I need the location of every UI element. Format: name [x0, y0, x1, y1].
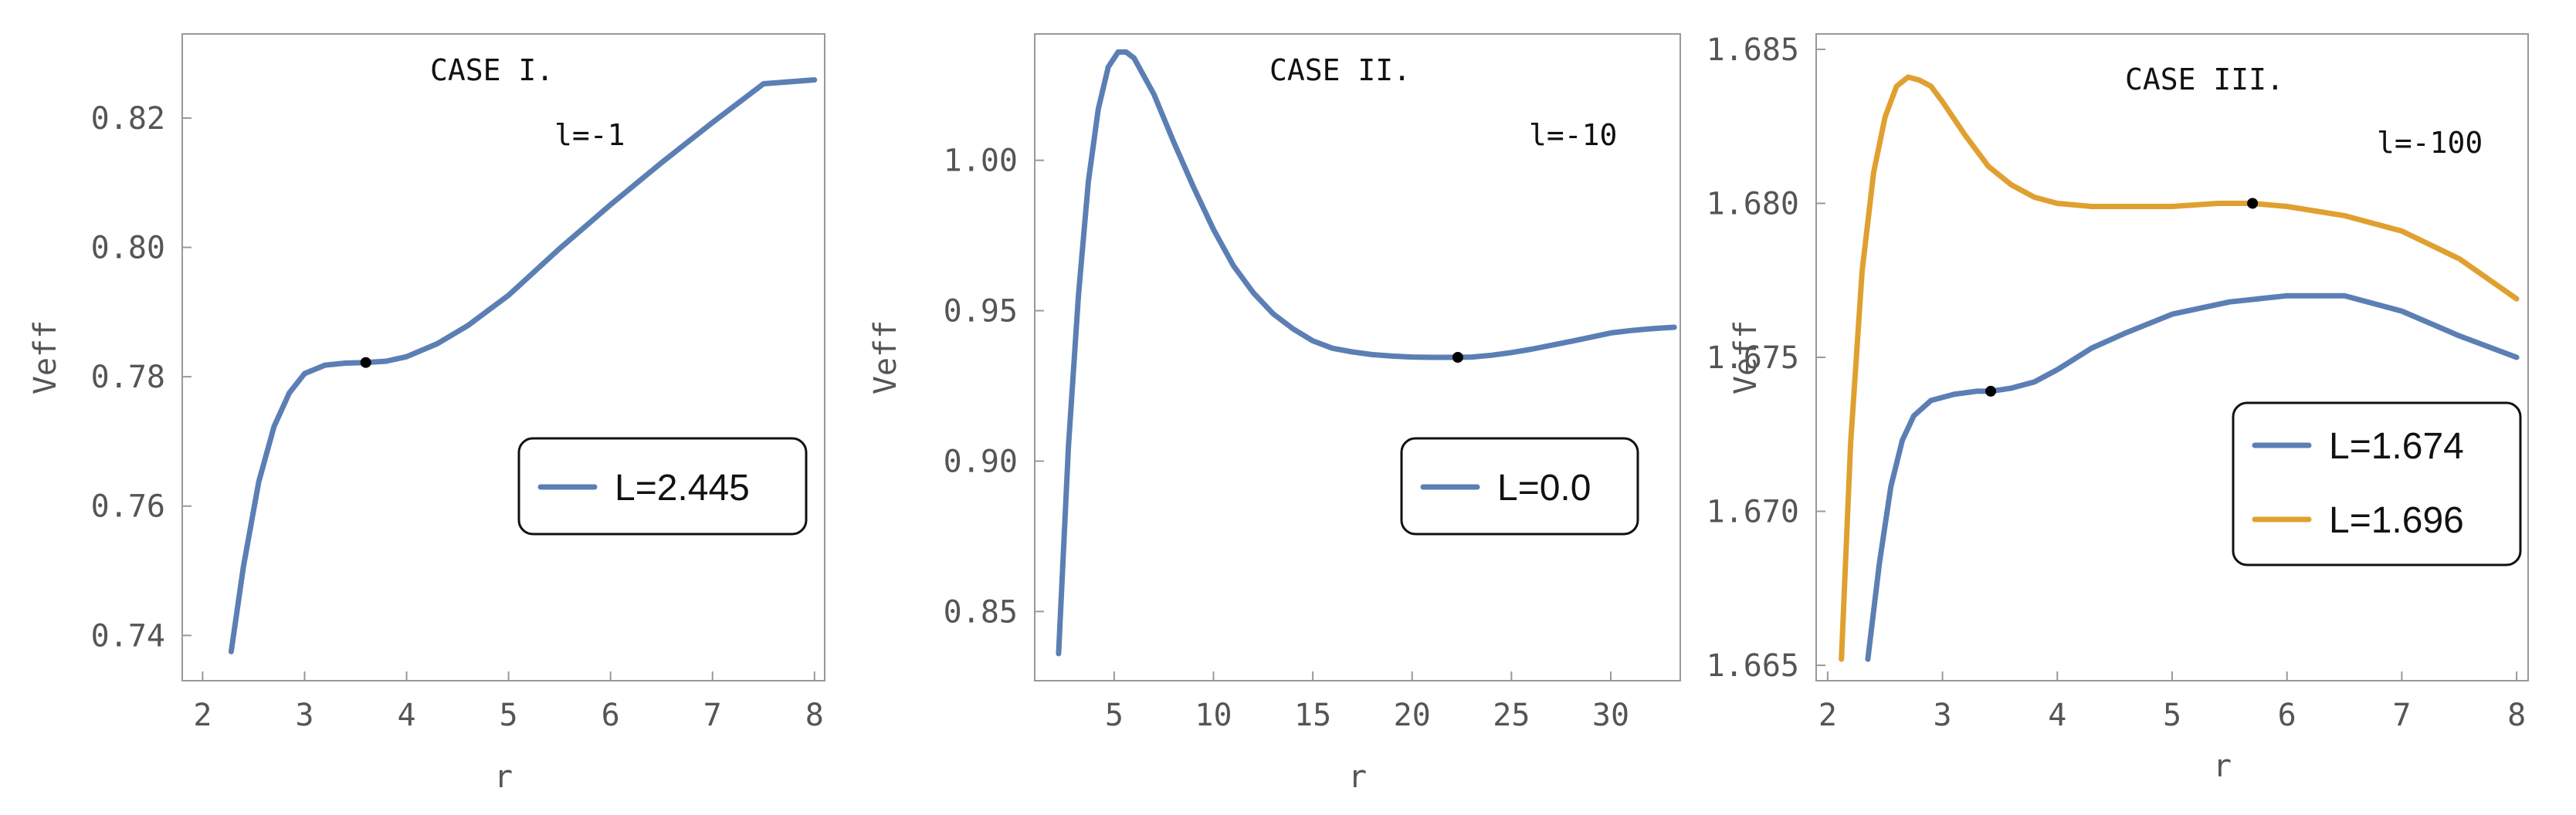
- marked-point: [2247, 198, 2259, 209]
- l-label: l=-1: [554, 118, 625, 152]
- chart-panel-2: 5 10 15 20 25 30 0.85 0.90 0.95 1.00 CASE II. l=-…: [868, 33, 1681, 795]
- series-line-1: [1865, 293, 2520, 662]
- series-layer: [1839, 74, 2520, 662]
- x-tick-label: 10: [1195, 698, 1232, 733]
- y-axis-label: Veff: [28, 320, 63, 394]
- legend-label: L=0.0: [1497, 468, 1591, 509]
- marked-point: [1985, 385, 1997, 397]
- y-tick-label: 1.675: [1707, 340, 1799, 376]
- x-tick-label: 6: [2278, 698, 2296, 733]
- legend-label-2: L=1.696: [2329, 500, 2464, 541]
- y-tick-label: 0.82: [91, 101, 165, 137]
- x-axis-label: r: [1348, 759, 1367, 795]
- y-tick-label: 1.680: [1707, 186, 1799, 222]
- x-axis-label: r: [2213, 749, 2232, 784]
- case-label: CASE I.: [430, 53, 554, 87]
- series-line-2: [1839, 74, 2520, 662]
- y-tick-label: 1.00: [944, 144, 1018, 179]
- series-layer: [1056, 49, 1677, 657]
- marked-point: [360, 357, 371, 368]
- axis-ticks: 2 3 4 5 6 7 8 0.74 0.76 0.78 0.80 0.82: [91, 101, 824, 733]
- l-label: l=-10: [1529, 118, 1617, 152]
- x-tick-label: 7: [703, 698, 722, 733]
- series-line-1: [1056, 49, 1677, 657]
- y-tick-label: 0.90: [944, 444, 1018, 479]
- y-tick-label: 0.78: [91, 360, 165, 395]
- x-tick-label: 5: [500, 698, 518, 733]
- x-tick-label: 2: [193, 698, 212, 733]
- x-tick-label: 4: [2048, 698, 2066, 733]
- points-layer: [360, 357, 371, 368]
- x-axis-label: r: [494, 759, 513, 795]
- legend-box: [517, 437, 808, 536]
- x-tick-label: 5: [2163, 698, 2181, 733]
- series-line-1: [228, 77, 818, 654]
- plot-frame: [1034, 33, 1681, 681]
- x-tick-label: 15: [1294, 698, 1331, 733]
- series-layer: [228, 77, 818, 654]
- plot-frame: [1815, 33, 2529, 681]
- x-tick-label: 30: [1592, 698, 1629, 733]
- y-tick-label: 0.74: [91, 618, 165, 654]
- x-tick-label: 6: [602, 698, 620, 733]
- y-tick-label: 1.685: [1707, 32, 1799, 68]
- x-tick-label: 25: [1493, 698, 1530, 733]
- legend-label: L=2.445: [615, 468, 750, 509]
- case-label: CASE II.: [1269, 53, 1411, 87]
- legend-label-1: L=1.674: [2329, 426, 2464, 467]
- points-layer: [1452, 352, 1463, 363]
- legend: L=2.445: [517, 437, 808, 536]
- y-tick-label: 0.85: [944, 594, 1018, 630]
- points-layer: [1985, 198, 2259, 397]
- marked-point: [1452, 352, 1463, 363]
- y-axis-label: Veff: [1728, 320, 1764, 394]
- axis-ticks: 2 3 4 5 6 7 8 1.665 1.670 1.675 1.680 1.685: [1707, 32, 2527, 733]
- y-axis-label: Veff: [868, 320, 903, 394]
- legend: L=1.674 L=1.696: [2232, 401, 2522, 566]
- y-tick-label: 0.80: [91, 231, 165, 266]
- x-tick-label: 3: [295, 698, 314, 733]
- x-tick-label: 8: [805, 698, 824, 733]
- x-tick-label: 3: [1934, 698, 1952, 733]
- l-label: l=-100: [2377, 126, 2483, 160]
- case-label: CASE III.: [2125, 63, 2284, 96]
- y-tick-label: 0.76: [91, 489, 165, 525]
- chart-panel-1: 2 3 4 5 6 7 8 0.74 0.76 0.78 0.80 0.82 CASE I. l=-1…: [28, 33, 825, 795]
- x-tick-label: 8: [2507, 698, 2526, 733]
- legend-box: [1400, 437, 1639, 536]
- y-tick-label: 0.95: [944, 294, 1018, 330]
- x-tick-label: 2: [1818, 698, 1837, 733]
- y-tick-label: 1.665: [1707, 648, 1799, 684]
- x-tick-label: 5: [1105, 698, 1124, 733]
- x-tick-label: 4: [397, 698, 415, 733]
- y-tick-label: 1.670: [1707, 495, 1799, 530]
- plot-frame: [181, 33, 825, 681]
- axis-ticks: 5 10 15 20 25 30 0.85 0.90 0.95 1.00: [944, 144, 1629, 733]
- chart-panel-3: 2 3 4 5 6 7 8 1.665 1.670 1.675 1.680 1.685 CASE II…: [1707, 32, 2529, 784]
- legend: L=0.0: [1400, 437, 1639, 536]
- x-tick-label: 20: [1394, 698, 1431, 733]
- x-tick-label: 7: [2392, 698, 2411, 733]
